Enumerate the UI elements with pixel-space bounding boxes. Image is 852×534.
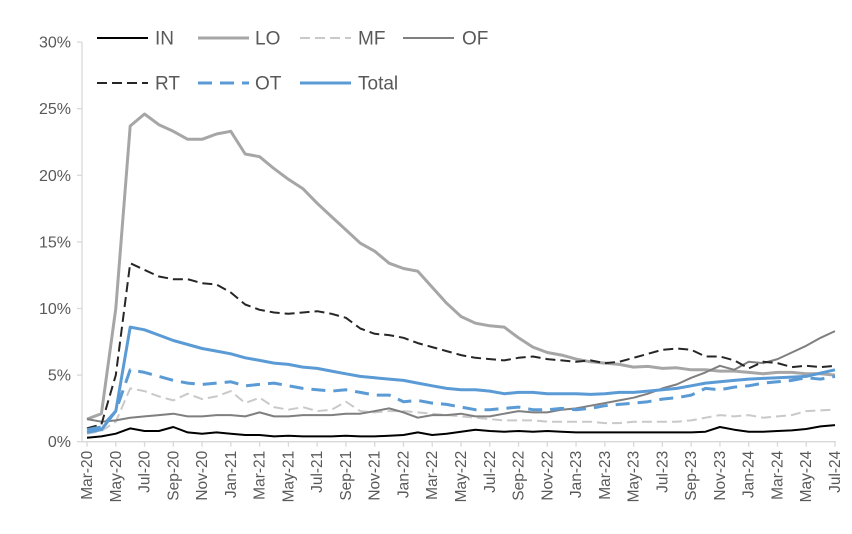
- x-tick-label: Mar-21: [252, 451, 269, 500]
- x-tick-label: Mar-24: [769, 450, 786, 499]
- legend-label-OT: OT: [255, 74, 282, 95]
- x-tick-label: Nov-21: [367, 451, 384, 501]
- legend-item-OF: OF: [403, 29, 488, 50]
- x-tick-label: Mar-20: [79, 450, 96, 499]
- x-tick-label: Mar-22: [424, 451, 441, 500]
- legend-label-OF: OF: [462, 29, 488, 50]
- x-tick-label: May-24: [798, 450, 815, 502]
- x-axis: Mar-20 May-20 Jul-20 Sep-20 Nov-20 Jan-21 Mar-…: [79, 441, 844, 503]
- x-tick-label: Sep-21: [338, 451, 355, 501]
- legend-item-IN: IN: [97, 29, 174, 50]
- y-tick-label: 20%: [39, 168, 71, 185]
- series-line-OF: [86, 330, 836, 423]
- x-tick-label: Jul-23: [654, 451, 671, 493]
- series-line-Total: [86, 325, 836, 434]
- x-tick-label: Nov-20: [194, 450, 211, 500]
- x-tick-label: Mar-23: [597, 451, 614, 500]
- y-tick-label: 30%: [39, 35, 71, 52]
- legend-item-Total: Total: [300, 74, 398, 95]
- y-tick-label: 10%: [39, 301, 71, 318]
- series-line-IN: [86, 424, 836, 439]
- x-tick-label: May-22: [453, 451, 470, 503]
- y-tick-label: 25%: [39, 101, 71, 118]
- legend-label-Total: Total: [358, 74, 398, 95]
- legend: IN LO MF OF RT OT Total: [97, 29, 488, 95]
- x-tick-label: Jul-20: [137, 450, 154, 493]
- y-tick-label: 5%: [48, 368, 71, 385]
- x-tick-label: Jul-22: [482, 451, 499, 493]
- x-tick-label: Jan-22: [395, 451, 412, 498]
- x-tick-label: Sep-20: [165, 450, 182, 500]
- x-tick-label: Jan-24: [741, 450, 758, 498]
- legend-label-MF: MF: [358, 29, 385, 50]
- y-tick-label: 0%: [48, 434, 71, 451]
- legend-item-MF: MF: [300, 29, 385, 50]
- x-tick-label: Nov-22: [539, 451, 556, 501]
- legend-label-RT: RT: [155, 74, 180, 95]
- x-tick-label: Jul-21: [309, 451, 326, 493]
- x-tick-label: Jul-24: [827, 450, 844, 493]
- legend-item-OT: OT: [198, 74, 282, 95]
- y-tick-label: 15%: [39, 234, 71, 251]
- x-tick-label: Jan-23: [568, 451, 585, 498]
- x-tick-label: May-23: [626, 451, 643, 503]
- x-tick-label: Sep-23: [683, 451, 700, 501]
- legend-item-LO: LO: [198, 29, 280, 50]
- x-tick-label: Sep-22: [511, 451, 528, 501]
- x-tick-label: Jan-21: [223, 451, 240, 498]
- legend-item-RT: RT: [97, 74, 180, 95]
- x-tick-label: Nov-23: [712, 451, 729, 501]
- series-line-LO: [86, 112, 836, 421]
- series-line-RT: [86, 262, 836, 430]
- y-axis: 0% 5% 10% 15% 20% 25% 30%: [39, 35, 82, 451]
- legend-label-IN: IN: [155, 29, 174, 50]
- x-tick-label: May-21: [280, 451, 297, 503]
- series-line-MF: [86, 387, 836, 435]
- x-tick-label: May-20: [108, 450, 125, 502]
- series-line-OT: [86, 368, 836, 432]
- legend-label-LO: LO: [255, 29, 280, 50]
